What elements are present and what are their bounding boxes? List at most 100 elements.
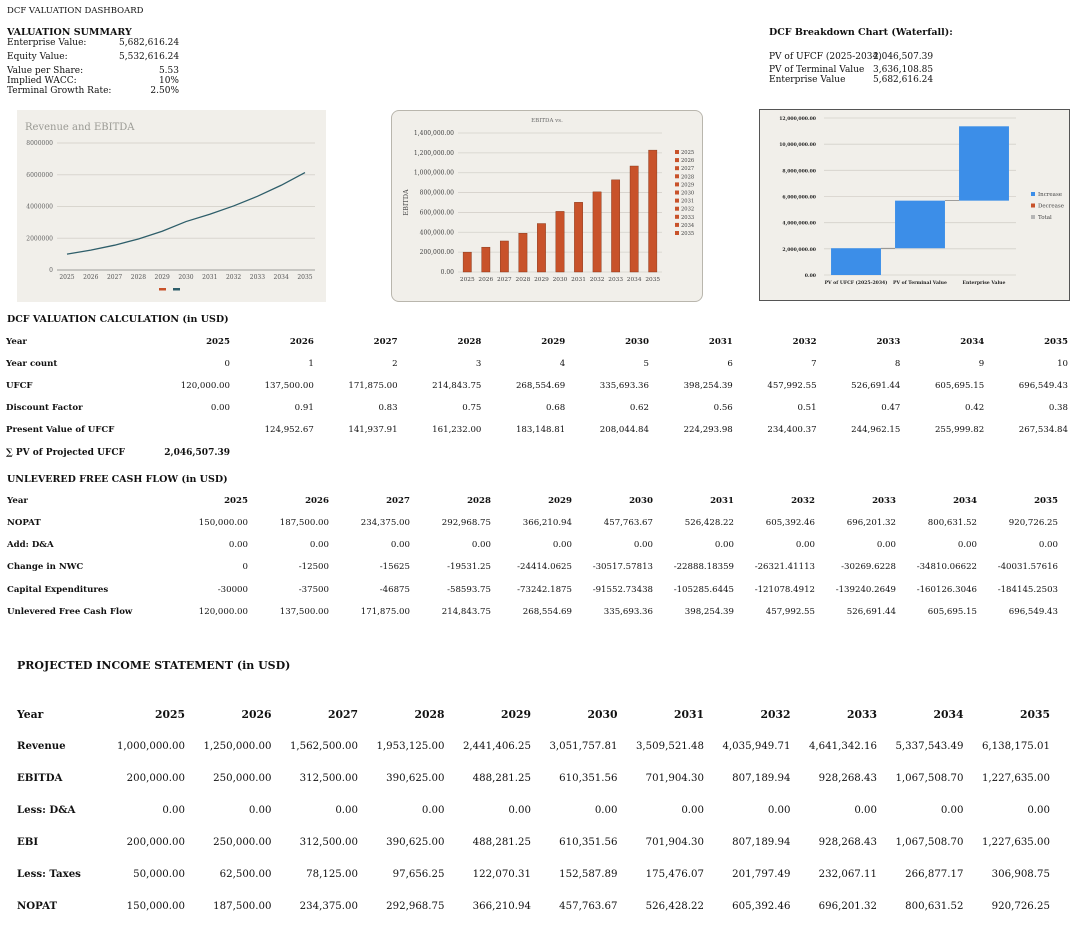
summary-value: 5,682,616.24 [119,38,180,48]
ebitda-bar-chart[interactable]: EBITDA vs. 0.00 200,000.00 400,000.00 600,00… [391,110,703,302]
table-cell: 2034 [953,496,977,506]
table-cell: 8 [894,359,901,369]
legend-label: 2026 [681,158,694,164]
breakdown-value: 2,046,507.39 [873,52,934,62]
table-cell: 1,227,635.00 [981,836,1050,848]
table-cell: 390,625.00 [386,772,445,784]
table-cell: 1,067,508.70 [895,836,964,848]
table-row: Change in NWC 0 -12500 -15625 -19531.25 -2441… [7,556,1058,578]
bar-2028 [518,233,528,273]
y-tick-label: 0.00 [441,269,455,276]
legend-swatch [675,174,679,179]
table-header-row: Year 2025 2026 2027 2028 2029 2030 2031 2032 2033… [17,698,1050,730]
table-cell: 2029 [500,707,531,721]
table-cell: 2026 [241,707,272,721]
dcf-table: Year 2025 2026 2027 2028 2029 2030 2031 2032 2033… [6,331,1068,441]
table-cell: 0.00 [471,540,491,551]
table-cell: 696,201.32 [846,518,896,529]
y-tick-label: 2000000 [26,235,53,242]
table-cell: 214,843.75 [441,606,491,617]
table-cell: 2032 [792,337,817,347]
breakdown-value: 5,682,616.24 [873,75,934,85]
table-cell: 120,000.00 [180,381,230,391]
legend-swatch [675,206,679,211]
bar-2025 [462,251,472,273]
y-tick-label: 1,400,000.00 [414,130,454,137]
y-tick-label: 12,000,000.00 [779,116,816,122]
table-cell: 208,044.84 [599,425,649,435]
table-cell: 250,000.00 [213,772,272,784]
summary-label: Implied WACC: [7,76,77,86]
table-cell: 150,000.00 [126,900,185,912]
summary-value: 2.50% [150,86,179,96]
table-cell: 312,500.00 [299,836,358,848]
table-cell: 306,908.75 [991,868,1050,880]
bar-2033 [611,179,621,273]
table-cell: 0 [242,562,248,573]
bar-2034 [629,165,639,273]
table-cell: 120,000.00 [198,606,248,617]
table-cell: 152,587.89 [559,868,618,880]
legend-label: 2030 [681,191,694,197]
table-cell: 161,232.00 [432,425,482,435]
ebitda-bar-svg: EBITDA vs. 0.00 200,000.00 400,000.00 600,00… [402,118,695,283]
row-label: Capital Expenditures [7,584,109,595]
table-row: Discount Factor 0.00 0.91 0.83 0.75 0.68 0.62 0… [6,397,1068,419]
y-tick-label: 6,000,000.00 [782,195,816,201]
x-tick-label: 2029 [534,277,549,283]
row-label: Present Value of UFCF [6,425,115,435]
summary-title: VALUATION SUMMARY [7,27,132,38]
table-cell: -30517.57813 [592,562,653,573]
table-cell: 0.00 [228,540,248,551]
revenue-ebitda-chart[interactable]: Revenue and EBITDA 0 2000000 4000000 6000000… [17,110,326,302]
summary-row-equity-value: Equity Value: 5,532,616.24 [7,52,179,62]
table-cell: 1,562,500.00 [289,740,358,752]
table-cell: 920,726.25 [991,900,1050,912]
table-row: EBITDA 200,000.00 250,000.00 312,500.00 390,… [17,762,1050,794]
waterfall-chart[interactable]: 0.00 2,000,000.00 4,000,000.00 6,000,000.00… [759,109,1070,301]
table-cell: 457,992.55 [765,606,815,617]
table-cell: 605,695.15 [927,606,977,617]
table-cell: 696,549.43 [1018,381,1068,391]
table-cell: 1,250,000.00 [203,740,272,752]
x-tick-label: 2027 [107,274,122,281]
legend-swatch [675,198,679,203]
table-cell: 335,693.36 [603,606,653,617]
table-cell: 2034 [933,707,964,721]
table-cell: 0 [224,359,230,369]
legend-swatch-ebitda [173,288,180,291]
table-cell: 610,351.56 [559,772,618,784]
table-cell: 2026 [289,337,314,347]
table-cell: 2028 [457,337,482,347]
legend-label: 2032 [681,207,694,213]
table-cell: 928,268.43 [818,836,877,848]
legend-swatch [675,158,679,163]
legend-label: 2035 [681,231,694,237]
legend-swatch-revenue [159,288,166,291]
table-cell: -121078.4912 [754,584,815,595]
row-label: EBITDA [17,772,63,784]
legend-label: Increase [1038,192,1062,198]
row-label: Add: D&A [7,540,54,551]
x-tick-label: 2033 [608,277,623,283]
table-cell: 62,500.00 [219,868,272,880]
row-label: Less: D&A [17,804,76,816]
x-tick-label: 2035 [645,277,660,283]
table-cell: 526,428.22 [684,518,734,529]
y-tick-label: 8000000 [26,140,53,147]
table-row: UFCF 120,000.00 137,500.00 171,875.00 214,84… [6,375,1068,397]
table-cell: 1,000,000.00 [116,740,185,752]
row-label: Year [17,707,44,721]
breakdown-row-pv-tv: PV of Terminal Value 3,636,108.85 [769,65,933,75]
table-cell: 124,952.67 [264,425,314,435]
bar-2031 [574,202,583,273]
y-tick-label: 200,000.00 [420,249,455,256]
legend-swatch [675,182,679,187]
breakdown-title: DCF Breakdown Chart (Waterfall): [769,27,953,38]
table-cell: 4,641,342.16 [808,740,877,752]
legend-label: 2027 [681,166,694,172]
legend-label: 2034 [681,223,695,229]
table-cell: 0.83 [378,403,398,413]
table-cell: 232,067.11 [818,868,877,880]
table-cell: 366,210.94 [472,900,531,912]
